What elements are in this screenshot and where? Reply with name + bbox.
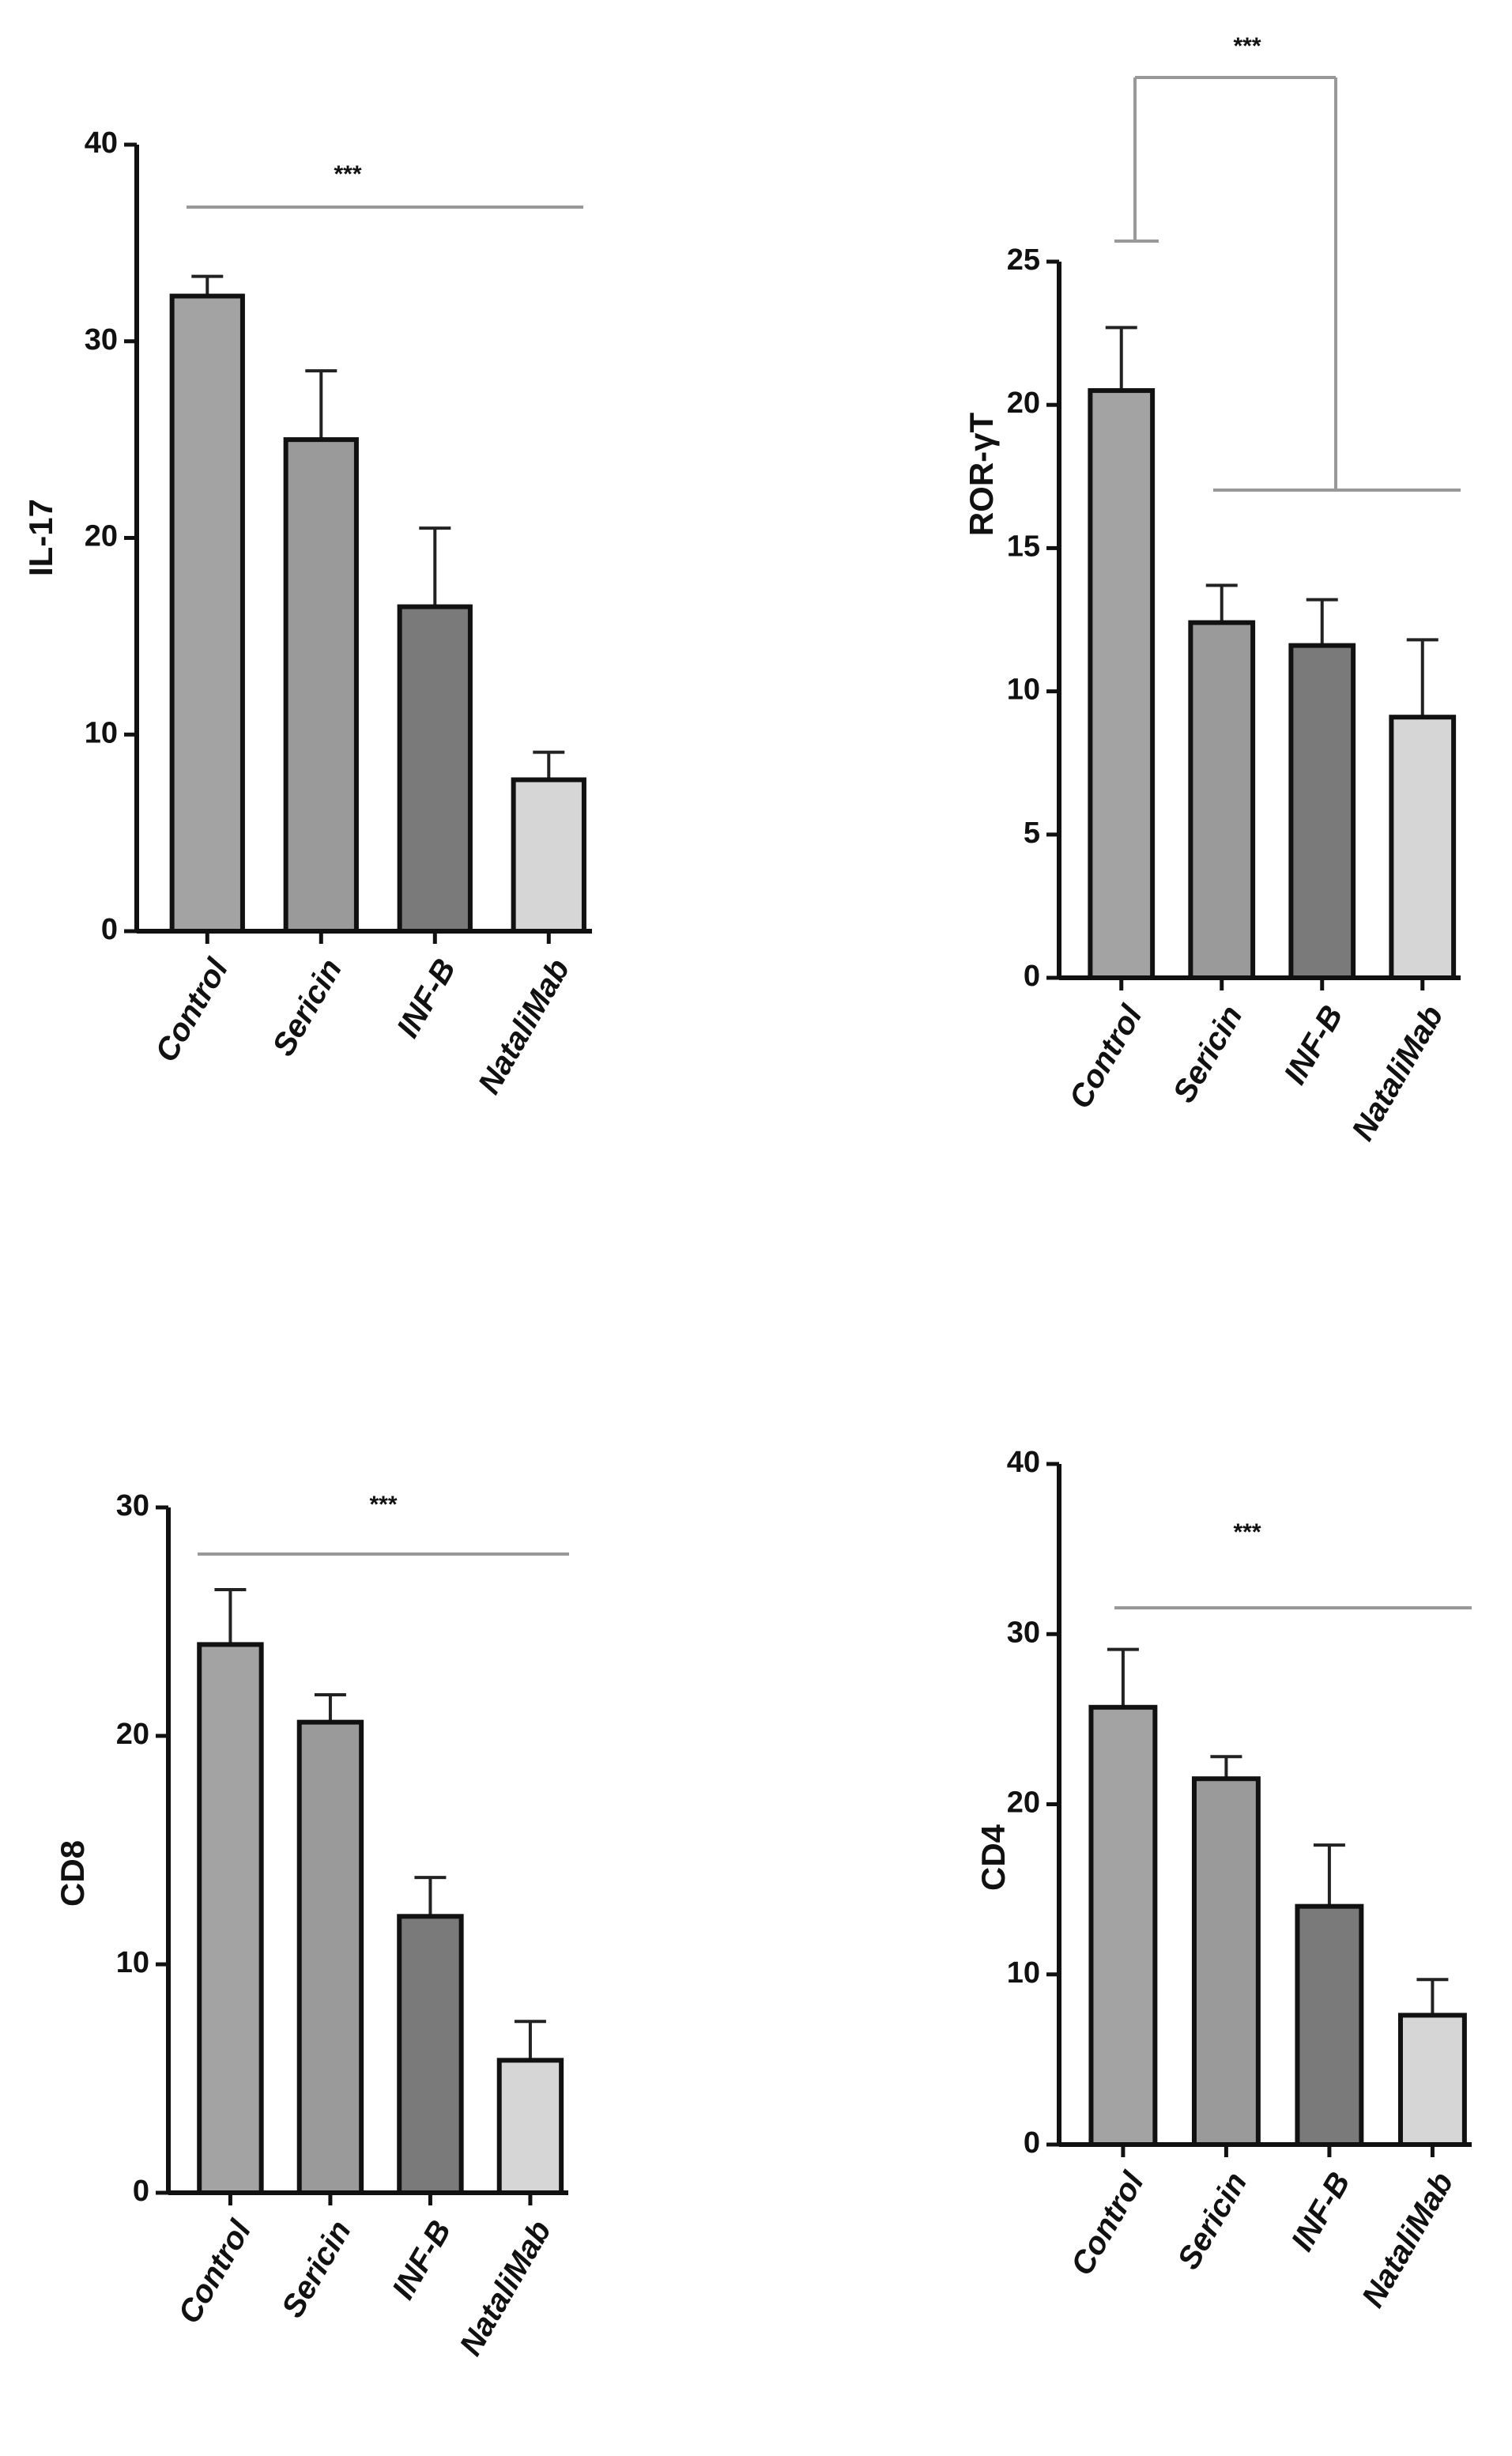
bar <box>1397 2013 1467 2147</box>
bar <box>1288 643 1356 981</box>
bar <box>283 437 359 934</box>
y-axis-label: CD4 <box>975 1824 1012 1891</box>
y-tick-label: 15 <box>1007 530 1040 563</box>
x-tick-label: NataliMab <box>453 2215 558 2362</box>
x-tick-label: Sericin <box>266 953 349 1062</box>
y-tick-label: 30 <box>85 323 118 357</box>
y-tick-label: 30 <box>1007 1616 1040 1649</box>
significance-annotation: *** <box>1233 1519 1261 1545</box>
bar <box>1088 388 1156 980</box>
significance-annotation: *** <box>369 1492 397 1518</box>
x-tick-label: Sericin <box>1171 2167 1254 2276</box>
y-tick-label: 0 <box>133 2175 149 2208</box>
x-tick-label: INF-B <box>390 953 462 1043</box>
x-tick-label: NataliMab <box>1356 2167 1461 2314</box>
significance-annotation: *** <box>1233 33 1261 59</box>
x-tick-label: Sericin <box>1167 1000 1250 1109</box>
bar <box>1188 620 1256 981</box>
y-tick-label: 5 <box>1024 817 1040 850</box>
y-tick-label: 10 <box>116 1946 149 1979</box>
x-tick-label: INF-B <box>1277 1000 1349 1090</box>
x-tick-label: Sericin <box>275 2215 358 2324</box>
y-tick-label: 40 <box>1007 1446 1040 1479</box>
y-axis-label: IL-17 <box>22 499 59 576</box>
x-tick-label: NataliMab <box>1345 1000 1450 1147</box>
y-tick-label: 40 <box>85 126 118 160</box>
x-tick-label: Control <box>1065 2166 1152 2281</box>
bar <box>511 777 586 934</box>
bar <box>1389 715 1457 980</box>
bar <box>1191 1776 1261 2147</box>
x-tick-label: Control <box>172 2214 258 2330</box>
bar <box>496 2058 564 2195</box>
y-tick-label: 0 <box>1024 960 1040 993</box>
bar <box>397 1914 464 2196</box>
y-tick-label: 20 <box>85 520 118 553</box>
y-axis-label: CD8 <box>54 1840 91 1907</box>
y-tick-label: 10 <box>85 716 118 749</box>
bar <box>1088 1704 1158 2148</box>
y-tick-label: 10 <box>1007 1956 1040 1990</box>
y-tick-label: 20 <box>1007 1786 1040 1820</box>
x-tick-label: Control <box>1062 999 1149 1115</box>
x-tick-label: NataliMab <box>472 953 577 1100</box>
bar <box>296 1719 364 2195</box>
y-tick-label: 25 <box>1007 243 1040 277</box>
y-axis-label: ROR-γT <box>963 412 1000 536</box>
y-tick-label: 30 <box>116 1489 149 1522</box>
y-tick-label: 20 <box>116 1718 149 1751</box>
x-tick-label: Control <box>149 953 236 1068</box>
y-tick-label: 20 <box>1007 387 1040 420</box>
bar <box>1295 1903 1364 2147</box>
x-tick-label: INF-B <box>1284 2167 1356 2257</box>
bar <box>397 604 473 934</box>
y-tick-label: 0 <box>1024 2126 1040 2160</box>
x-tick-label: INF-B <box>386 2215 458 2305</box>
bar <box>169 293 245 934</box>
y-tick-label: 10 <box>1007 673 1040 707</box>
bar <box>197 1642 264 2195</box>
significance-annotation: *** <box>334 161 361 187</box>
y-tick-label: 0 <box>101 913 118 946</box>
